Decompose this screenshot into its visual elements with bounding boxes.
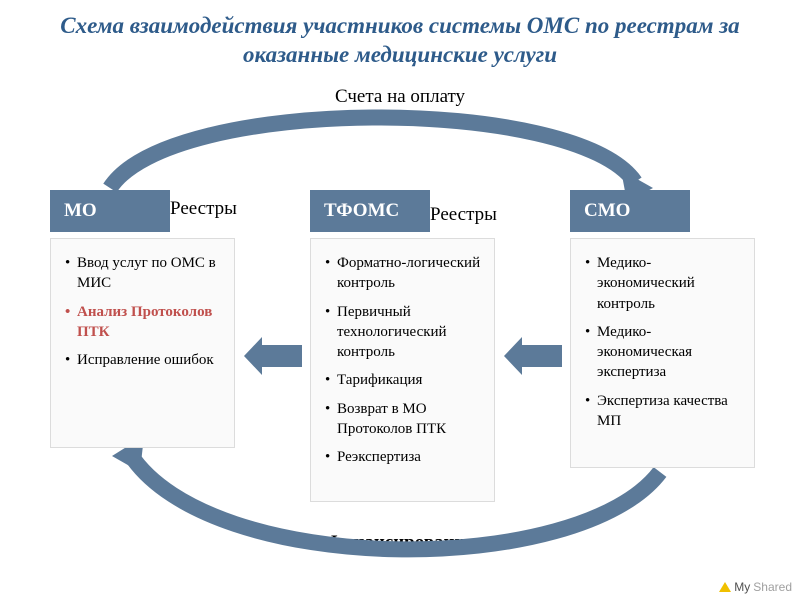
list-item: Возврат в МО Протоколов ПТК — [325, 399, 484, 440]
list-item: Медико-экономический контроль — [585, 253, 744, 314]
list-item: Исправление ошибок — [65, 350, 224, 370]
list-item: Анализ Протоколов ПТК — [65, 302, 224, 343]
list-item: Первичный технологический контроль — [325, 302, 484, 363]
mid-label-reestry-1: Реестры — [170, 198, 237, 220]
bottom-curve-label: Финансирование — [0, 532, 800, 554]
list-item: Медико-экономическая экспертиза — [585, 322, 744, 383]
column-header-tfoms: ТФОМС — [310, 190, 430, 232]
list-item: Тарификация — [325, 370, 484, 390]
column-header-mo: МО — [50, 190, 170, 232]
list-item: Форматно-логический контроль — [325, 253, 484, 294]
list-item: Реэкспертиза — [325, 447, 484, 467]
mid-label-reestry-2: Реестры — [430, 204, 497, 226]
watermark-brand: My — [734, 580, 750, 594]
column-header-smo: СМО — [570, 190, 690, 232]
watermark-domain: Shared — [753, 580, 792, 594]
watermark-icon — [719, 582, 731, 592]
list-item: Экспертиза качества МП — [585, 391, 744, 432]
diagram-title: Схема взаимодействия участников системы … — [0, 0, 800, 78]
column-body-smo: Медико-экономический контроль Медико-экон… — [570, 238, 755, 468]
top-curve-label: Счета на оплату — [0, 86, 800, 108]
column-body-mo: Ввод услуг по ОМС в МИС Анализ Протоколов… — [50, 238, 235, 448]
column-body-tfoms: Форматно-логический контроль Первичный те… — [310, 238, 495, 502]
list-item: Ввод услуг по ОМС в МИС — [65, 253, 224, 294]
watermark: MyShared — [719, 580, 792, 594]
